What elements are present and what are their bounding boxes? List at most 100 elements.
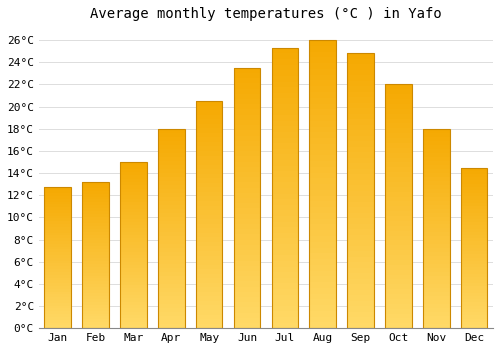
Bar — [348, 224, 374, 229]
Bar — [461, 168, 487, 171]
Bar — [272, 312, 298, 317]
Bar — [461, 219, 487, 222]
Bar — [234, 182, 260, 188]
Bar — [385, 89, 411, 94]
Bar — [44, 269, 71, 272]
Bar — [234, 281, 260, 287]
Bar — [158, 284, 184, 288]
Bar — [82, 316, 109, 320]
Bar — [423, 141, 450, 145]
Bar — [348, 251, 374, 257]
Bar — [196, 106, 222, 110]
Bar — [196, 256, 222, 260]
Bar — [310, 57, 336, 63]
Bar — [461, 209, 487, 212]
Bar — [196, 178, 222, 183]
Bar — [234, 130, 260, 135]
Bar — [310, 40, 336, 46]
Bar — [461, 196, 487, 200]
Bar — [158, 141, 184, 145]
Bar — [385, 114, 411, 119]
Bar — [310, 167, 336, 173]
Bar — [461, 190, 487, 193]
Bar — [272, 138, 298, 143]
Bar — [348, 136, 374, 141]
Bar — [82, 197, 109, 199]
Bar — [82, 290, 109, 293]
Bar — [196, 265, 222, 269]
Bar — [158, 209, 184, 212]
Bar — [461, 318, 487, 322]
Bar — [385, 202, 411, 206]
Bar — [44, 275, 71, 278]
Bar — [82, 279, 109, 281]
Bar — [44, 280, 71, 283]
Bar — [44, 193, 71, 196]
Bar — [423, 149, 450, 153]
Bar — [385, 294, 411, 299]
Bar — [158, 204, 184, 209]
Bar — [158, 237, 184, 240]
Bar — [82, 296, 109, 299]
Bar — [423, 252, 450, 257]
Bar — [461, 200, 487, 203]
Bar — [158, 229, 184, 232]
Bar — [310, 294, 336, 299]
Bar — [234, 203, 260, 209]
Bar — [461, 293, 487, 296]
Bar — [234, 302, 260, 307]
Bar — [44, 216, 71, 218]
Bar — [385, 148, 411, 153]
Bar — [82, 240, 109, 243]
Bar — [234, 78, 260, 83]
Bar — [423, 288, 450, 292]
Bar — [461, 222, 487, 225]
Bar — [272, 317, 298, 323]
Bar — [44, 196, 71, 199]
Bar — [385, 240, 411, 245]
Bar — [272, 289, 298, 295]
Bar — [234, 276, 260, 281]
Bar — [385, 270, 411, 274]
Bar — [158, 164, 184, 169]
Bar — [120, 169, 146, 172]
Bar — [120, 162, 146, 165]
Bar — [385, 143, 411, 148]
Bar — [234, 188, 260, 193]
Bar — [423, 304, 450, 308]
Bar — [310, 196, 336, 202]
Bar — [234, 260, 260, 266]
Bar — [82, 234, 109, 238]
Bar — [310, 242, 336, 247]
Bar — [120, 212, 146, 215]
Bar — [196, 205, 222, 210]
Bar — [120, 248, 146, 252]
Bar — [158, 276, 184, 280]
Bar — [120, 242, 146, 245]
Bar — [82, 214, 109, 217]
Bar — [348, 75, 374, 81]
Bar — [158, 184, 184, 189]
Bar — [385, 231, 411, 236]
Bar — [234, 73, 260, 78]
Bar — [234, 156, 260, 162]
Bar — [461, 290, 487, 293]
Bar — [158, 248, 184, 252]
Bar — [120, 222, 146, 225]
Bar — [158, 157, 184, 161]
Bar — [82, 208, 109, 211]
Bar — [44, 213, 71, 216]
Bar — [44, 218, 71, 221]
Bar — [82, 320, 109, 322]
Bar — [44, 317, 71, 320]
Bar — [348, 97, 374, 103]
Bar — [461, 274, 487, 277]
Bar — [44, 235, 71, 238]
Bar — [461, 258, 487, 261]
Bar — [310, 132, 336, 138]
Bar — [385, 255, 411, 260]
Bar — [461, 168, 487, 328]
Bar — [348, 147, 374, 152]
Bar — [82, 322, 109, 325]
Bar — [158, 280, 184, 284]
